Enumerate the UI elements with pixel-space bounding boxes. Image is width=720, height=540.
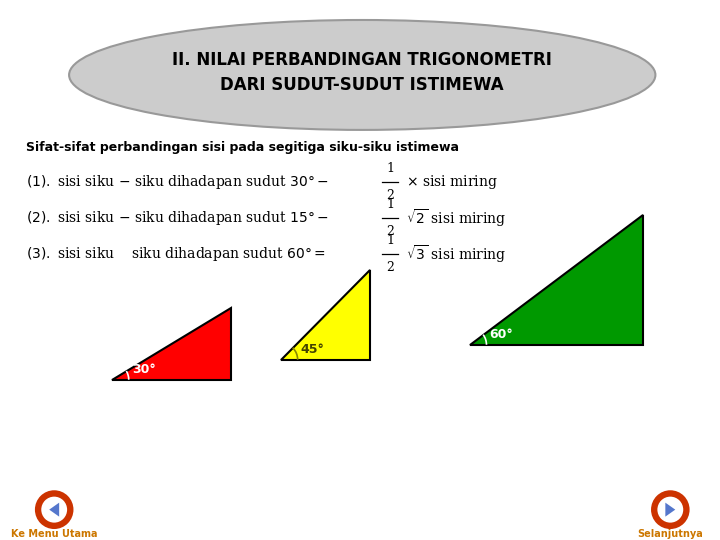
Circle shape bbox=[657, 497, 683, 523]
Text: $\sqrt{2}$ sisi miring: $\sqrt{2}$ sisi miring bbox=[406, 207, 506, 229]
Text: DARI SUDUT-SUDUT ISTIMEWA: DARI SUDUT-SUDUT ISTIMEWA bbox=[220, 76, 504, 94]
Text: Selanjutnya: Selanjutnya bbox=[637, 529, 703, 538]
Text: 45°: 45° bbox=[301, 343, 325, 356]
Polygon shape bbox=[112, 308, 231, 380]
Text: 2: 2 bbox=[386, 225, 394, 238]
Polygon shape bbox=[49, 503, 59, 517]
Text: Sifat-sifat perbandingan sisi pada segitiga siku-siku istimewa: Sifat-sifat perbandingan sisi pada segit… bbox=[27, 141, 459, 154]
Polygon shape bbox=[469, 215, 644, 345]
Text: II. NILAI PERBANDINGAN TRIGONOMETRI: II. NILAI PERBANDINGAN TRIGONOMETRI bbox=[172, 51, 552, 69]
Text: $\times$ sisi miring: $\times$ sisi miring bbox=[406, 173, 498, 191]
Circle shape bbox=[36, 491, 72, 528]
Text: 2: 2 bbox=[386, 189, 394, 202]
Text: 30°: 30° bbox=[132, 363, 156, 376]
Text: $\sqrt{3}$ sisi miring: $\sqrt{3}$ sisi miring bbox=[406, 243, 506, 265]
Polygon shape bbox=[665, 503, 675, 517]
Circle shape bbox=[41, 497, 67, 523]
Polygon shape bbox=[281, 270, 370, 360]
Text: $(1).$ sisi siku $-$ siku dihadapan sudut $30°-$: $(1).$ sisi siku $-$ siku dihadapan sudu… bbox=[27, 173, 329, 191]
Text: 2: 2 bbox=[386, 261, 394, 274]
Text: $(3).$ sisi siku    siku dihadapan sudut $60°=$: $(3).$ sisi siku siku dihadapan sudut $6… bbox=[27, 245, 326, 263]
Text: $(2).$ sisi siku $-$ siku dihadapan sudut $15°-$: $(2).$ sisi siku $-$ siku dihadapan sudu… bbox=[27, 209, 329, 227]
Text: 60°: 60° bbox=[490, 328, 513, 341]
Text: Ke Menu Utama: Ke Menu Utama bbox=[11, 529, 97, 538]
Ellipse shape bbox=[69, 20, 655, 130]
Circle shape bbox=[652, 491, 688, 528]
Text: 1: 1 bbox=[386, 162, 394, 175]
Text: 1: 1 bbox=[386, 198, 394, 211]
Text: 1: 1 bbox=[386, 234, 394, 247]
